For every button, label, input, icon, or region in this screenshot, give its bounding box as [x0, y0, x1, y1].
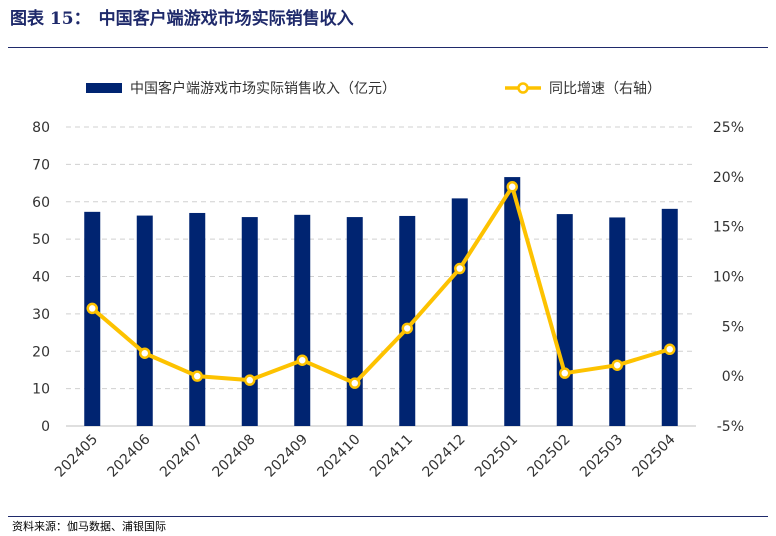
- y-right-tick-label: 25%: [713, 120, 744, 136]
- y-left-tick-label: 50: [32, 232, 50, 248]
- y-right-tick-label: 10%: [713, 270, 744, 286]
- bar: [556, 214, 573, 426]
- line-point: [349, 377, 361, 389]
- legend-line-marker: [517, 82, 529, 94]
- figure-label: 图表 15：: [10, 9, 91, 29]
- line-point: [244, 374, 256, 386]
- x-tick-label: 202504: [629, 431, 678, 480]
- source-note: 资料来源：伽马数据、浦银国际: [12, 520, 166, 533]
- x-tick-label: 202405: [52, 432, 101, 481]
- legend-bar-swatch: [86, 83, 122, 93]
- y-left-ticks: 0 10 20 30 40 50 60 70 80: [32, 120, 50, 435]
- x-tick-label: 202502: [524, 432, 573, 481]
- gridlines: [66, 126, 696, 427]
- line-point: [296, 354, 308, 366]
- x-tick-label: 202406: [104, 431, 153, 480]
- title-rule: [8, 47, 768, 48]
- x-ticks: 202405 202406 202407 202408 202409 202410 2024…: [52, 431, 679, 480]
- y-left-tick-label: 60: [32, 195, 50, 211]
- line-point: [664, 343, 676, 356]
- y-left-tick-label: 40: [32, 270, 50, 286]
- x-tick-label: 202411: [367, 432, 416, 481]
- legend: 中国客户端游戏市场实际销售收入（亿元） 同比增速（右轴）: [86, 80, 661, 97]
- growth-line: [90, 184, 671, 386]
- chart: 0 10 20 30 40 50 60 70 80 -5% 0% 5% 10% 15% 20% 25% 20…: [32, 80, 744, 481]
- y-left-tick-label: 70: [32, 157, 50, 173]
- bars: [84, 177, 678, 426]
- y-left-tick-label: 0: [41, 419, 50, 435]
- x-tick-label: 202409: [262, 432, 311, 481]
- y-right-tick-label: 5%: [722, 319, 744, 335]
- legend-line-label: 同比增速（右轴）: [549, 81, 661, 97]
- bar: [136, 215, 153, 426]
- figure-title-text: 中国客户端游戏市场实际销售收入: [98, 9, 354, 29]
- y-right-tick-label: 0%: [722, 369, 744, 385]
- bar: [294, 214, 311, 426]
- y-right-tick-label: 15%: [713, 220, 744, 236]
- line-point: [401, 322, 413, 335]
- line-point: [506, 181, 518, 193]
- legend-bar-label: 中国客户端游戏市场实际销售收入（亿元）: [130, 80, 396, 97]
- line-point: [86, 302, 98, 315]
- x-tick-label: 202503: [577, 432, 626, 481]
- x-tick-label: 202407: [157, 432, 206, 481]
- bar: [661, 208, 678, 426]
- x-tick-label: 202408: [209, 432, 258, 481]
- y-right-tick-label: 20%: [713, 170, 744, 186]
- bar: [241, 217, 258, 426]
- bar: [504, 177, 521, 426]
- figure-title: 图表 15： 中国客户端游戏市场实际销售收入: [10, 4, 354, 29]
- x-tick-label: 202501: [472, 432, 521, 481]
- bar: [609, 217, 626, 426]
- line-series: [90, 184, 671, 386]
- y-right-ticks: -5% 0% 5% 10% 15% 20% 25%: [713, 120, 744, 435]
- line-point: [611, 359, 623, 371]
- line-point: [454, 262, 466, 275]
- y-left-tick-label: 10: [32, 382, 50, 398]
- line-points: [86, 181, 676, 389]
- y-left-tick-label: 30: [32, 307, 50, 323]
- line-point: [139, 347, 151, 359]
- x-tick-label: 202412: [419, 432, 468, 481]
- bar: [189, 212, 206, 426]
- bar: [451, 198, 468, 426]
- x-tick-label: 202410: [314, 432, 363, 481]
- y-right-tick-label: -5%: [717, 419, 744, 435]
- y-left-tick-label: 20: [32, 344, 50, 360]
- line-point: [191, 370, 203, 382]
- source-rule: [8, 516, 768, 517]
- bar: [399, 215, 416, 426]
- bar: [346, 217, 363, 426]
- line-point: [559, 367, 571, 379]
- y-left-tick-label: 80: [32, 120, 50, 136]
- bar: [84, 211, 101, 426]
